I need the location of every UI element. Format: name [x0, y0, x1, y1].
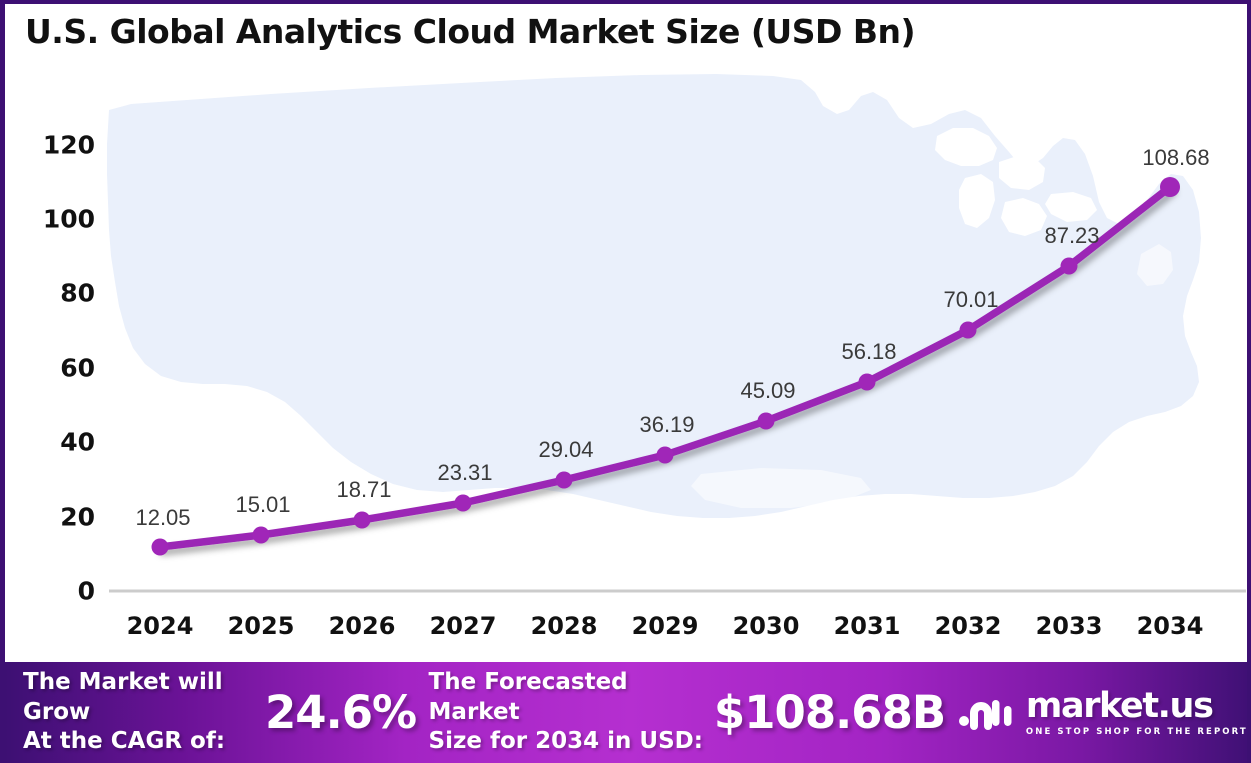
- series-markers: [151, 177, 1180, 556]
- data-point-label: 87.23: [1044, 223, 1100, 248]
- y-tick-label: 0: [77, 576, 95, 606]
- x-tick-label: 2033: [1035, 612, 1103, 640]
- market-us-logo[interactable]: market.us ONE STOP SHOP FOR THE REPORTS: [958, 685, 1251, 737]
- data-point-marker: [555, 471, 573, 489]
- cagr-value: 24.6%: [264, 686, 417, 739]
- cagr-label-line1: The Market will Grow: [23, 669, 223, 725]
- x-tick-label: 2027: [429, 612, 497, 640]
- data-point-marker: [656, 446, 674, 464]
- footer-summary-bar: The Market will Grow At the CAGR of: 24.…: [5, 662, 1251, 763]
- data-point-label: 70.01: [943, 287, 999, 312]
- y-tick-label: 40: [60, 427, 95, 457]
- x-tick-label: 2031: [833, 612, 901, 640]
- data-point-marker: [858, 373, 876, 391]
- data-point-marker: [353, 511, 371, 529]
- data-point-label: 56.18: [841, 339, 897, 364]
- data-point-marker: [1060, 257, 1078, 275]
- forecast-label: The Forecasted Market Size for 2034 in U…: [429, 668, 710, 756]
- x-tick-label: 2030: [732, 612, 800, 640]
- x-tick-label: 2026: [328, 612, 396, 640]
- forecast-value: $108.68B: [713, 686, 946, 739]
- data-point-label: 18.71: [336, 477, 392, 502]
- data-point-label: 29.04: [538, 437, 594, 462]
- data-point-marker: [1160, 177, 1180, 197]
- logo-wordmark: market.us: [1025, 685, 1214, 726]
- x-tick-label: 2029: [631, 612, 699, 640]
- data-point-marker: [454, 494, 472, 512]
- market-us-logo-text: market.us ONE STOP SHOP FOR THE REPORTS: [1025, 685, 1251, 737]
- forecast-label-line2: Size for 2034 in USD:: [428, 728, 703, 755]
- data-point-label: 15.01: [235, 492, 291, 517]
- data-point-label: 45.09: [740, 378, 796, 403]
- x-tick-label: 2032: [934, 612, 1002, 640]
- data-point-marker: [252, 526, 270, 544]
- cagr-label-line2: At the CAGR of:: [23, 728, 226, 755]
- plot-area: 0 20 40 60 80 100 120 2024 2025 2026 202…: [5, 4, 1247, 667]
- forecast-label-line1: The Forecasted Market: [428, 669, 628, 725]
- data-point-label: 12.05: [135, 505, 191, 530]
- y-tick-label: 120: [42, 130, 95, 160]
- x-tick-label: 2034: [1136, 612, 1204, 640]
- y-tick-label: 60: [60, 353, 95, 383]
- market-us-logo-icon: [958, 693, 1016, 733]
- data-point-marker: [757, 412, 775, 430]
- y-axis: 0 20 40 60 80 100 120: [5, 4, 95, 667]
- x-tick-label: 2028: [530, 612, 598, 640]
- y-tick-label: 100: [42, 204, 95, 234]
- data-point-label: 36.19: [639, 412, 695, 437]
- data-point-label: 23.31: [437, 460, 493, 485]
- logo-tagline: ONE STOP SHOP FOR THE REPORTS: [1025, 726, 1251, 737]
- data-point-label: 108.68: [1142, 145, 1210, 170]
- page-title: U.S. Global Analytics Cloud Market Size …: [25, 12, 916, 51]
- series-line: [156, 183, 1174, 551]
- y-tick-label: 20: [60, 502, 95, 532]
- data-point-marker: [151, 538, 169, 556]
- cagr-label: The Market will Grow At the CAGR of:: [23, 668, 265, 756]
- x-tick-label: 2024: [126, 612, 194, 640]
- x-tick-label: 2025: [227, 612, 295, 640]
- y-tick-label: 80: [60, 278, 95, 308]
- data-point-marker: [959, 321, 977, 339]
